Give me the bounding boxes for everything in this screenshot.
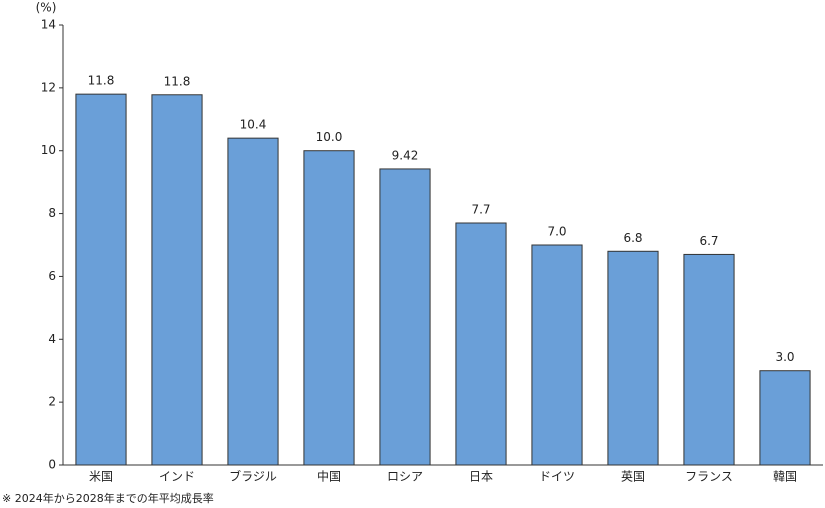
bar	[75, 93, 127, 466]
y-tick-label: 0	[48, 458, 56, 472]
bar	[683, 253, 735, 466]
value-label: 7.7	[471, 203, 490, 217]
bar	[455, 222, 507, 466]
x-tick-label: ブラジル	[229, 469, 277, 484]
x-tick-label: 英国	[621, 470, 645, 484]
y-tick-label: 14	[41, 18, 56, 32]
value-label: 6.7	[699, 234, 718, 248]
value-label: 3.0	[775, 350, 794, 364]
y-tick-label: 4	[48, 332, 56, 346]
bar	[379, 168, 431, 466]
y-tick-label: 2	[48, 395, 56, 409]
value-label: 6.8	[623, 231, 642, 245]
y-tick-label: 12	[41, 80, 56, 94]
y-tick-label: 6	[48, 269, 56, 283]
y-tick-label: 10	[41, 143, 56, 157]
bar	[759, 370, 811, 466]
value-label: 7.0	[547, 225, 566, 239]
x-tick-label: 日本	[469, 470, 493, 484]
x-tick-label: 韓国	[773, 470, 797, 484]
bar	[303, 150, 355, 466]
bar	[531, 244, 583, 466]
x-tick-label: ロシア	[387, 470, 423, 484]
y-tick-label: 8	[48, 206, 56, 220]
value-label: 9.42	[392, 148, 419, 162]
value-label: 11.8	[88, 74, 115, 88]
x-tick-label: 米国	[89, 470, 113, 484]
footnote: ※ 2024年から2028年までの年平均成長率	[2, 491, 214, 505]
value-label: 10.4	[240, 118, 267, 132]
value-label: 11.8	[164, 74, 191, 88]
bar	[607, 250, 659, 466]
x-tick-label: 中国	[317, 469, 341, 484]
x-tick-label: フランス	[685, 470, 733, 484]
y-unit: (%)	[36, 1, 57, 15]
bar	[151, 94, 203, 466]
value-label: 10.0	[316, 130, 343, 144]
x-tick-label: ドイツ	[539, 470, 575, 484]
x-tick-label: インド	[159, 470, 195, 484]
bar	[227, 137, 279, 466]
